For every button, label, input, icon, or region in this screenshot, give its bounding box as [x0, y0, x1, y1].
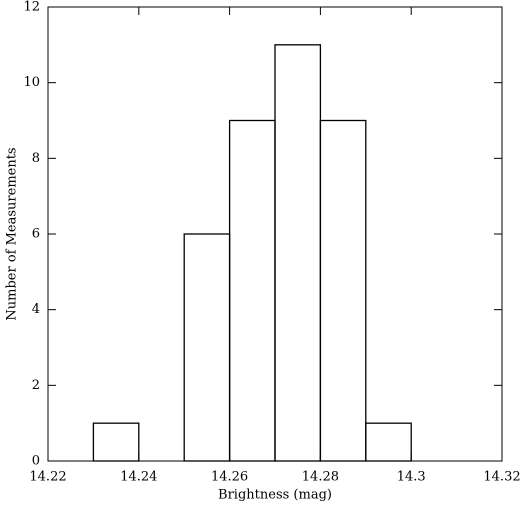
- y-tick-label: 2: [32, 378, 40, 393]
- histogram-bar: [319, 119, 367, 462]
- y-tick-label: 10: [23, 75, 40, 90]
- y-tick-label: 12: [23, 0, 40, 15]
- x-tick-label: 14.3: [397, 470, 426, 485]
- histogram-bar: [365, 422, 412, 462]
- x-axis-label: Brightness (mag): [218, 488, 332, 503]
- x-tick-label: 14.26: [211, 470, 248, 485]
- x-tick-label: 14.22: [29, 470, 66, 485]
- y-axis-label: Number of Measurements: [5, 147, 20, 320]
- y-tick-label: 8: [32, 151, 40, 166]
- y-tick-label: 0: [32, 454, 40, 469]
- histogram-bar: [92, 422, 140, 462]
- histogram-bar: [274, 44, 322, 462]
- y-tick-label: 4: [32, 302, 40, 317]
- x-tick-label: 14.28: [302, 470, 339, 485]
- x-tick-label: 14.32: [483, 470, 520, 485]
- histogram-bar: [228, 119, 276, 462]
- x-tick-label: 14.24: [120, 470, 157, 485]
- y-tick-label: 6: [32, 227, 40, 242]
- histogram-bar: [183, 233, 231, 462]
